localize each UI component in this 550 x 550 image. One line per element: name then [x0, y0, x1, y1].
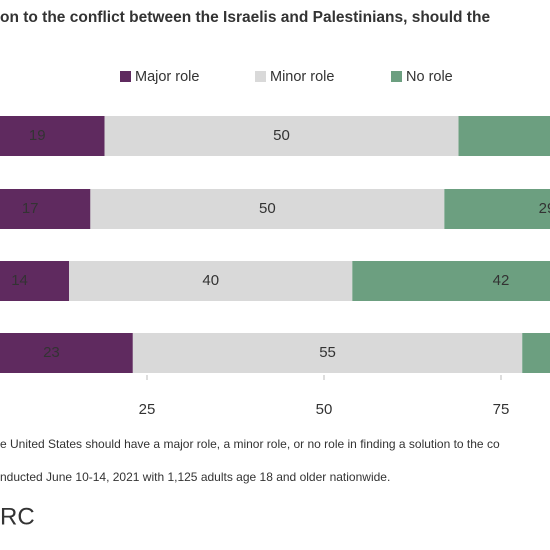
note: nducted June 10-14, 2021 with 1,125 adul… — [0, 470, 390, 484]
value-label: 29 — [539, 200, 550, 217]
bar-segment — [132, 333, 523, 373]
bar-segment — [458, 116, 550, 156]
bar-segment — [104, 116, 459, 156]
bar-segment — [0, 189, 91, 229]
value-label: 40 — [202, 272, 219, 289]
x-tick-label: 25 — [139, 401, 156, 418]
bar-segment — [0, 116, 105, 156]
legend-swatch — [120, 71, 131, 82]
bar-segment — [352, 261, 550, 301]
bar-segment — [0, 261, 70, 301]
value-label: 50 — [259, 200, 276, 217]
x-tick-label: 50 — [316, 401, 333, 418]
value-label: 55 — [319, 344, 336, 361]
value-label: 17 — [22, 200, 39, 217]
bar-segment — [522, 333, 550, 373]
value-label: 50 — [273, 127, 290, 144]
logo: RC — [0, 503, 35, 530]
legend-swatch — [255, 71, 266, 82]
value-label: 14 — [11, 272, 28, 289]
value-label: 42 — [493, 272, 510, 289]
x-tick-label: 75 — [493, 401, 510, 418]
chart-title: on to the conflict between the Israelis … — [0, 9, 490, 26]
bar-segment — [0, 333, 133, 373]
bar-segment — [69, 261, 353, 301]
legend-label: No role — [406, 69, 453, 85]
legend-label: Minor role — [270, 69, 334, 85]
bar-segment — [90, 189, 445, 229]
value-label: 23 — [43, 344, 60, 361]
legend-swatch — [391, 71, 402, 82]
value-label: 19 — [29, 127, 46, 144]
legend-label: Major role — [135, 69, 199, 85]
note: e United States should have a major role… — [0, 437, 500, 451]
bar-segment — [444, 189, 550, 229]
